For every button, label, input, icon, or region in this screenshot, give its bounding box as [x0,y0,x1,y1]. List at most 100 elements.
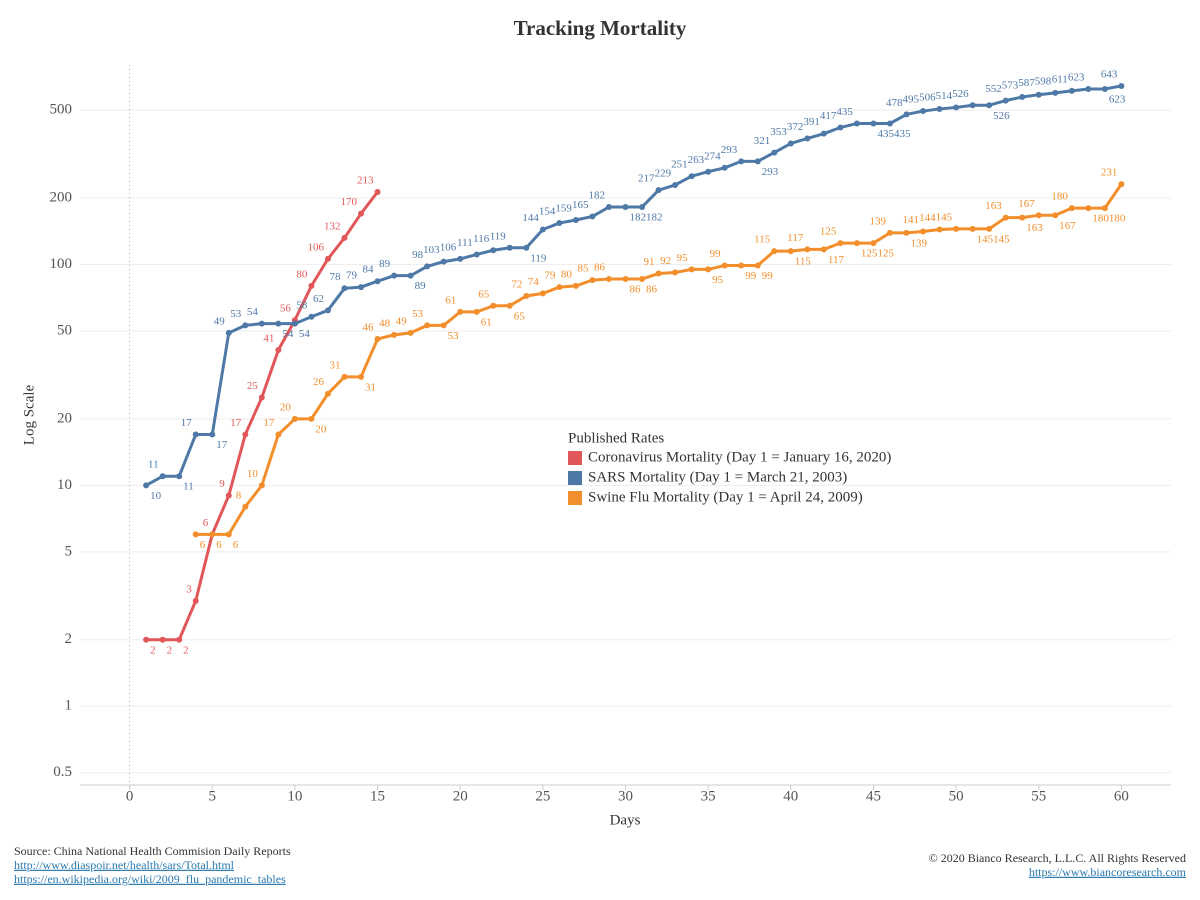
y-tick-label: 0.5 [53,764,72,780]
point [539,290,546,297]
point [192,431,199,438]
data-label: 119 [490,230,507,242]
data-label: 526 [952,88,969,100]
point [341,373,348,380]
data-label: 54 [247,306,259,318]
point [490,247,497,254]
point [1002,97,1009,104]
data-label: 17 [263,417,275,429]
data-label: 119 [530,252,547,264]
x-tick-label: 30 [618,788,633,804]
data-label: 251 [671,159,688,171]
data-label: 86 [594,261,606,273]
website-link[interactable]: https://www.biancoresearch.com [1029,865,1187,879]
data-label: 99 [762,270,774,282]
point [837,124,844,131]
point [192,597,199,604]
data-label: 117 [828,254,845,266]
data-label: 91 [644,256,655,268]
x-axis-label: Days [610,812,641,828]
data-label: 54 [299,328,311,340]
data-label: 53 [448,330,460,342]
point [424,263,431,270]
data-label: 125 [877,248,894,260]
point [341,285,348,292]
data-label: 132 [324,220,341,232]
data-label: 20 [280,401,292,413]
point [969,102,976,109]
point [358,373,365,380]
point [903,111,910,118]
data-label: 180 [1051,191,1068,203]
point [176,636,183,643]
point [589,213,596,220]
data-label: 417 [820,110,837,122]
data-label: 54 [282,328,294,340]
data-label: 65 [478,288,490,300]
data-label: 117 [787,232,804,244]
y-tick-label: 100 [50,256,73,272]
data-label: 80 [561,268,573,280]
data-label: 86 [646,283,658,295]
point [209,531,216,538]
data-label: 115 [795,256,812,268]
data-label: 139 [869,215,886,227]
point [738,158,745,165]
data-label: 95 [712,274,724,286]
data-label: 611 [1052,73,1068,85]
data-label: 2 [150,644,156,656]
point [258,320,265,327]
point [407,272,414,279]
point [225,329,232,336]
point [1052,212,1059,219]
point [771,248,778,255]
point [1118,181,1125,188]
point [556,284,563,291]
point [242,322,249,329]
data-label: 353 [770,126,787,138]
data-label: 435 [877,128,894,140]
data-label: 25 [247,380,259,392]
point [324,307,331,314]
data-label: 49 [396,315,408,327]
point [324,255,331,262]
point [721,164,728,171]
link[interactable]: https://en.wikipedia.org/wiki/2009_flu_p… [14,872,286,886]
source: Source: China National Health Commision … [14,844,291,858]
data-label: 11 [183,481,194,493]
point [440,322,447,329]
data-label: 372 [787,121,804,133]
point [291,415,298,422]
data-label: 53 [230,308,242,320]
legend-label: Swine Flu Mortality (Day 1 = April 24, 2… [588,489,863,505]
data-label: 85 [577,263,589,275]
data-label: 145 [993,233,1010,245]
point [672,269,679,276]
chart-title: Tracking Mortality [514,16,687,40]
data-label: 89 [415,280,427,292]
point [804,135,811,142]
point [639,275,646,282]
data-label: 99 [710,248,722,260]
link[interactable]: http://www.diaspoir.net/health/sars/Tota… [14,858,235,872]
point [903,229,910,236]
data-label: 17 [230,417,242,429]
point [308,415,315,422]
data-label: 95 [677,252,689,264]
point [1085,205,1092,212]
data-label: 623 [1068,72,1085,84]
x-tick-label: 55 [1031,788,1046,804]
point [440,258,447,265]
data-label: 89 [379,258,391,270]
data-label: 159 [555,203,572,215]
y-tick-label: 10 [57,477,72,493]
x-tick-label: 50 [949,788,964,804]
point [771,149,778,156]
point [705,168,712,175]
point [374,278,381,285]
y-tick-label: 1 [65,698,73,714]
point [391,331,398,338]
point [275,320,282,327]
point [953,104,960,111]
point [639,204,646,211]
